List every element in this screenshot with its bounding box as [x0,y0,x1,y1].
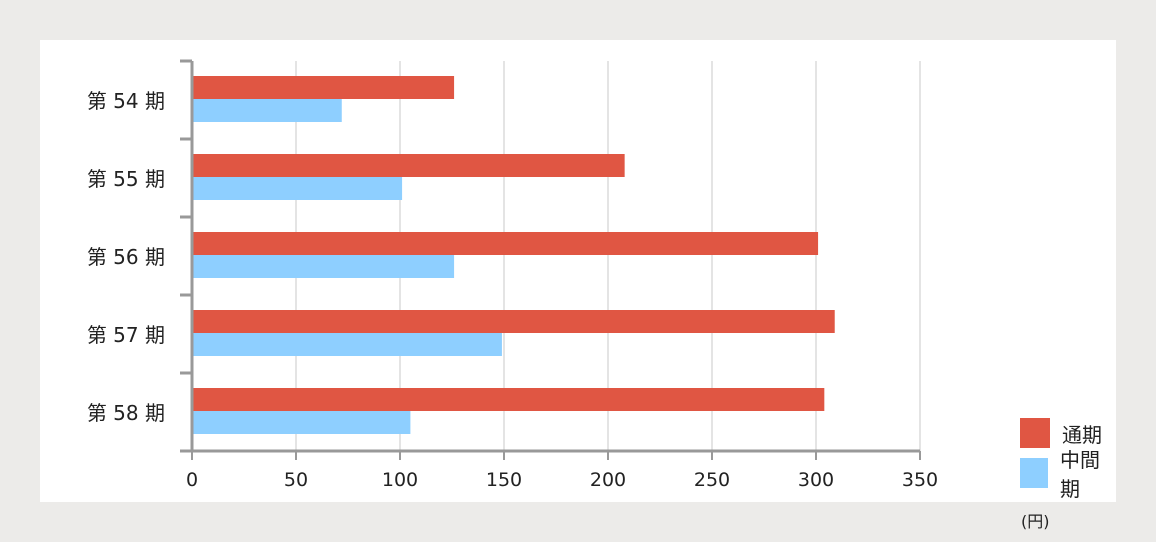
legend-swatch-interim [1020,458,1048,488]
legend: 通期 中間期 [1020,418,1116,501]
bar-chart: 第 54 期第 55 期第 56 期第 57 期第 58 期 0 50 100 150 2… [87,59,938,491]
category-label-2: 第 56 期 [87,245,165,269]
bar-full-year-0 [193,76,455,99]
bar-interim-2 [193,255,455,278]
category-label-0: 第 54 期 [87,89,165,113]
bar-full-year-4 [193,388,825,411]
bar-interim-4 [193,411,411,434]
x-tick-label-50: 50 [284,469,308,491]
x-tick-label-250: 250 [694,469,730,491]
legend-label-interim: 中間期 [1060,448,1100,501]
bar-full-year-2 [193,232,819,255]
x-tick-label-100: 100 [382,469,418,491]
x-tick-label-300: 300 [798,469,834,491]
legend-item-interim: 中間期 [1020,448,1116,501]
legend-label-full-year: 通期 [1062,422,1102,447]
x-tick-label-350: 350 [902,469,938,491]
chart-card: 第 54 期第 55 期第 56 期第 57 期第 58 期 0 50 100 150 2… [40,40,1116,531]
bar-full-year-3 [193,310,835,333]
legend-swatch-full-year [1020,418,1050,448]
bar-interim-3 [193,333,502,356]
x-tick-label-200: 200 [590,469,626,491]
legend-item-full-year: 通期 [1020,418,1116,448]
category-label-4: 第 58 期 [87,401,165,425]
category-label-1: 第 55 期 [87,167,165,191]
bar-full-year-1 [193,154,625,177]
category-label-3: 第 57 期 [87,323,165,347]
bar-interim-0 [193,99,342,122]
unit-label: (円) [1021,512,1050,531]
x-tick-label-0: 0 [186,469,198,491]
bar-interim-1 [193,177,403,200]
x-tick-label-150: 150 [486,469,522,491]
